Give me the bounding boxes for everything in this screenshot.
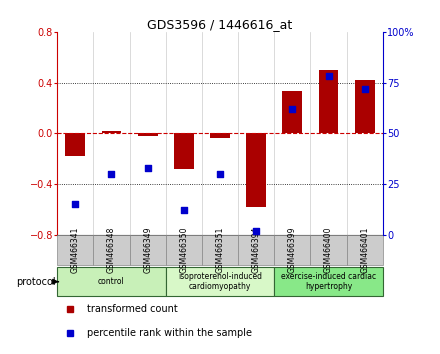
Point — [216, 171, 224, 177]
Point — [144, 165, 151, 171]
Title: GDS3596 / 1446616_at: GDS3596 / 1446616_at — [147, 18, 293, 31]
Bar — [210, 133, 230, 138]
Text: isoproterenol-induced
cardiomyopathy: isoproterenol-induced cardiomyopathy — [178, 272, 262, 291]
Point — [361, 86, 368, 91]
Text: GSM466349: GSM466349 — [143, 227, 152, 273]
Point — [289, 106, 296, 112]
Bar — [246, 133, 266, 207]
Text: GSM466399: GSM466399 — [288, 227, 297, 273]
FancyBboxPatch shape — [57, 235, 93, 266]
FancyBboxPatch shape — [129, 235, 166, 266]
Text: transformed count: transformed count — [87, 304, 177, 314]
Point — [180, 207, 187, 213]
Text: GSM466400: GSM466400 — [324, 227, 333, 273]
Bar — [355, 80, 375, 133]
Text: GSM466341: GSM466341 — [71, 227, 80, 273]
Text: control: control — [98, 277, 125, 286]
Point — [72, 201, 79, 207]
Text: percentile rank within the sample: percentile rank within the sample — [87, 328, 252, 338]
FancyBboxPatch shape — [238, 235, 274, 266]
Bar — [319, 70, 338, 133]
FancyBboxPatch shape — [274, 267, 383, 296]
FancyBboxPatch shape — [202, 235, 238, 266]
FancyBboxPatch shape — [93, 235, 129, 266]
Bar — [174, 133, 194, 169]
FancyBboxPatch shape — [347, 235, 383, 266]
Text: exercise-induced cardiac
hypertrophy: exercise-induced cardiac hypertrophy — [281, 272, 376, 291]
Text: GSM466350: GSM466350 — [180, 227, 188, 273]
Text: GSM466351: GSM466351 — [216, 227, 224, 273]
Point — [325, 74, 332, 79]
Point — [253, 228, 260, 234]
Text: GSM466401: GSM466401 — [360, 227, 369, 273]
Text: protocol: protocol — [16, 277, 55, 287]
FancyBboxPatch shape — [166, 235, 202, 266]
Text: GSM466394: GSM466394 — [252, 227, 260, 273]
FancyBboxPatch shape — [166, 267, 274, 296]
Point — [108, 171, 115, 177]
FancyBboxPatch shape — [311, 235, 347, 266]
FancyBboxPatch shape — [57, 267, 166, 296]
FancyBboxPatch shape — [274, 235, 311, 266]
Text: GSM466348: GSM466348 — [107, 227, 116, 273]
Bar — [102, 131, 121, 133]
Bar — [282, 91, 302, 133]
Bar — [66, 133, 85, 156]
Bar — [138, 133, 158, 136]
